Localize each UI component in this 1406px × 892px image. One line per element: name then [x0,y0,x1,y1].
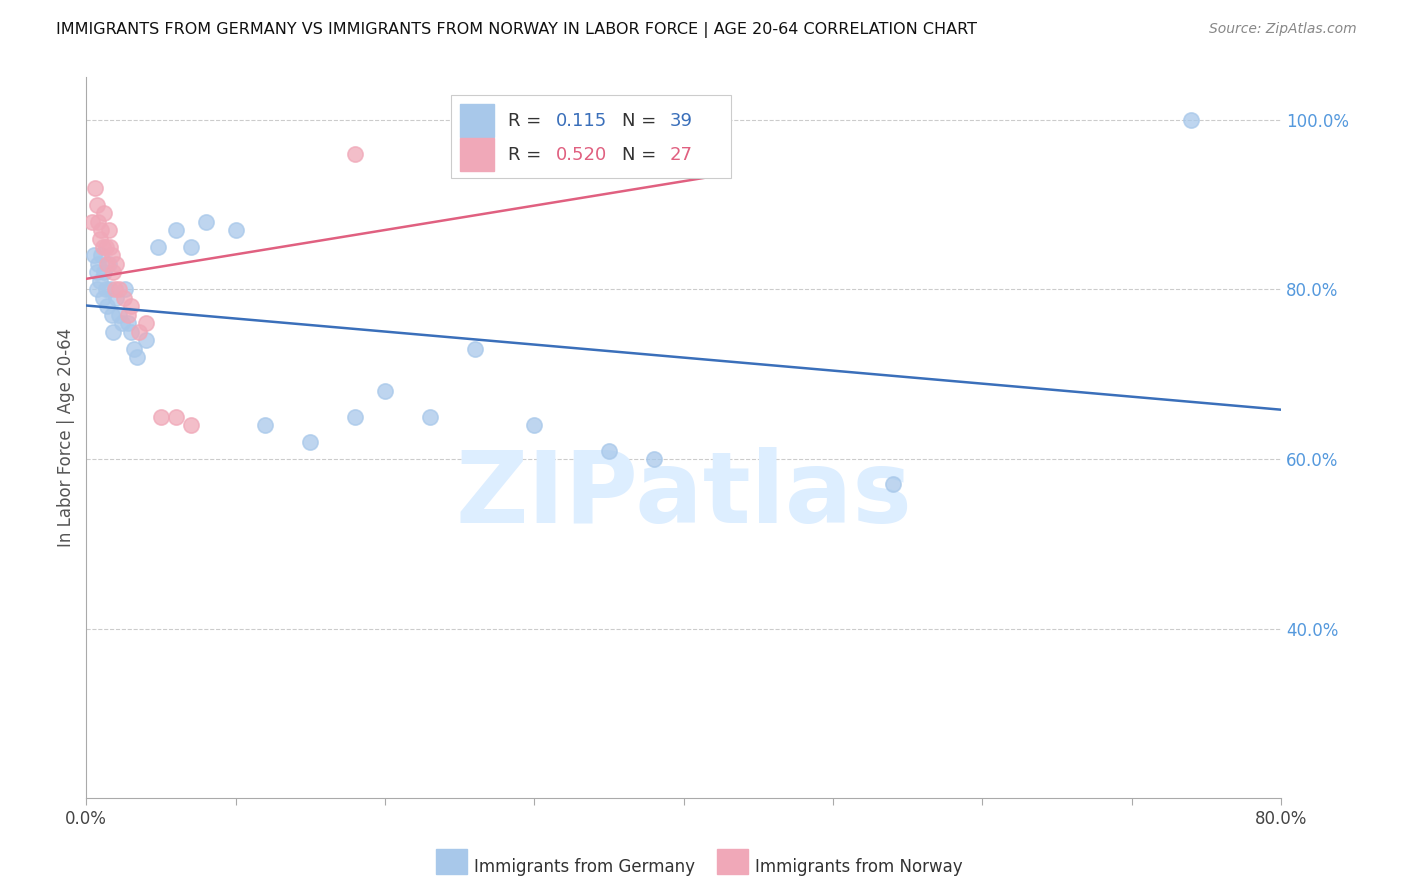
Point [112,291,135,305]
Point [86,265,108,279]
Point [108,282,131,296]
Point [419,409,441,424]
Point [90,248,112,262]
Point [194,214,217,228]
Point [108,308,131,322]
Point [96,299,118,313]
Point [101,265,124,279]
Point [84,180,107,194]
Point [97,257,120,271]
Point [86,282,108,296]
Point [96,257,118,271]
Point [598,443,620,458]
Point [344,409,367,424]
Point [91,240,114,254]
Point [93,206,115,220]
Point [464,342,486,356]
Point [87,257,110,271]
Point [180,418,202,433]
Point [98,240,121,254]
Point [120,299,142,313]
Text: Immigrants from Norway: Immigrants from Norway [755,858,963,876]
Point [120,325,142,339]
Text: Immigrants from Germany: Immigrants from Germany [474,858,695,876]
Text: Source: ZipAtlas.com: Source: ZipAtlas.com [1209,22,1357,37]
Text: IMMIGRANTS FROM GERMANY VS IMMIGRANTS FROM NORWAY IN LABOR FORCE | AGE 20-64 COR: IMMIGRANTS FROM GERMANY VS IMMIGRANTS FR… [56,22,977,38]
Point [135,316,157,330]
Bar [460,104,494,136]
Text: ZIPatlas: ZIPatlas [456,447,912,544]
Text: 39: 39 [669,112,692,129]
Text: N =: N = [621,112,661,129]
Point [104,282,127,296]
Point [643,138,665,153]
Point [149,409,172,424]
Text: 0.115: 0.115 [555,112,607,129]
Point [135,333,157,347]
Point [98,282,121,296]
Point [165,223,187,237]
Point [299,435,322,450]
Point [90,223,112,237]
FancyBboxPatch shape [451,95,731,178]
Point [89,274,111,288]
Point [97,223,120,237]
Point [122,342,145,356]
Point [165,409,187,424]
Point [1180,112,1202,127]
Point [882,477,904,491]
Point [82,214,104,228]
Point [83,248,105,262]
Point [89,231,111,245]
Point [254,418,277,433]
Point [111,316,134,330]
Point [94,282,117,296]
Point [146,240,169,254]
Point [114,282,136,296]
Point [94,240,117,254]
Text: 27: 27 [669,145,692,163]
Point [344,146,367,161]
Y-axis label: In Labor Force | Age 20-64: In Labor Force | Age 20-64 [58,328,75,548]
Point [93,265,115,279]
Point [125,350,148,364]
Point [225,223,247,237]
Point [117,308,139,322]
Point [374,384,396,399]
Point [105,257,128,271]
Point [128,325,150,339]
Point [523,418,546,433]
Text: N =: N = [621,145,661,163]
Point [100,248,122,262]
Point [117,316,139,330]
Text: R =: R = [508,145,547,163]
Bar [460,138,494,170]
Point [87,214,110,228]
Point [100,308,122,322]
Point [105,291,128,305]
Text: 0.520: 0.520 [555,145,607,163]
Point [180,240,202,254]
Point [86,197,108,211]
Point [643,452,665,467]
Point [91,291,114,305]
Text: R =: R = [508,112,547,129]
Point [101,325,124,339]
